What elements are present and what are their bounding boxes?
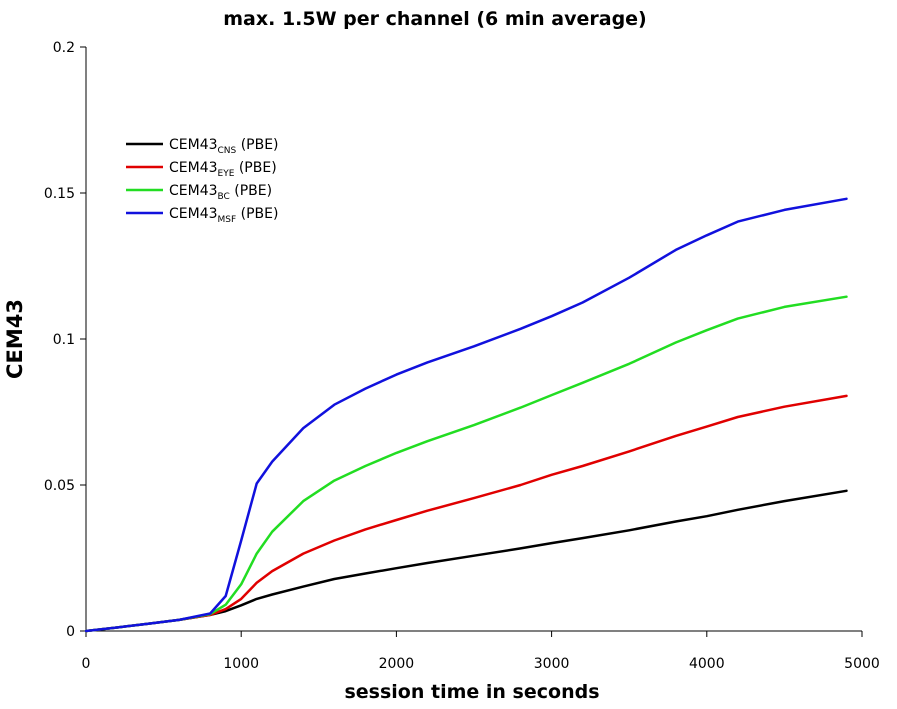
legend: CEM43CNS (PBE) CEM43EYE (PBE) CEM43BC (PBE… bbox=[126, 137, 279, 225]
series-line-bc bbox=[84, 295, 848, 633]
x-ticks: 0 1000 2000 3000 4000 5000 bbox=[82, 631, 880, 672]
legend-label-bc: CEM43BC (PBE) bbox=[169, 183, 272, 202]
x-tick-label: 2000 bbox=[379, 656, 415, 672]
y-tick-label: 0 bbox=[66, 624, 75, 640]
y-ticks: 0 0.05 0.1 0.15 0.2 bbox=[44, 40, 86, 640]
series-line-msf bbox=[84, 197, 848, 633]
y-tick-label: 0.05 bbox=[44, 478, 75, 494]
chart-title: max. 1.5W per channel (6 min average) bbox=[223, 8, 647, 30]
x-tick-label: 5000 bbox=[844, 656, 880, 672]
y-tick-label: 0.1 bbox=[53, 332, 75, 348]
plot-area bbox=[85, 47, 862, 632]
legend-label-eye: CEM43EYE (PBE) bbox=[169, 160, 277, 179]
x-tick-label: 3000 bbox=[534, 656, 570, 672]
series-group bbox=[84, 197, 848, 633]
x-tick-label: 0 bbox=[82, 656, 91, 672]
x-tick-label: 1000 bbox=[223, 656, 259, 672]
series-line-eye bbox=[84, 394, 848, 633]
series-line-cns bbox=[84, 489, 848, 633]
y-axis-label: CEM43 bbox=[3, 299, 27, 379]
legend-label-msf: CEM43MSF (PBE) bbox=[169, 206, 278, 225]
x-tick-label: 4000 bbox=[689, 656, 725, 672]
legend-label-cns: CEM43CNS (PBE) bbox=[169, 137, 279, 156]
y-tick-label: 0.15 bbox=[44, 186, 75, 202]
y-tick-label: 0.2 bbox=[53, 40, 75, 56]
x-axis-label: session time in seconds bbox=[344, 681, 599, 703]
